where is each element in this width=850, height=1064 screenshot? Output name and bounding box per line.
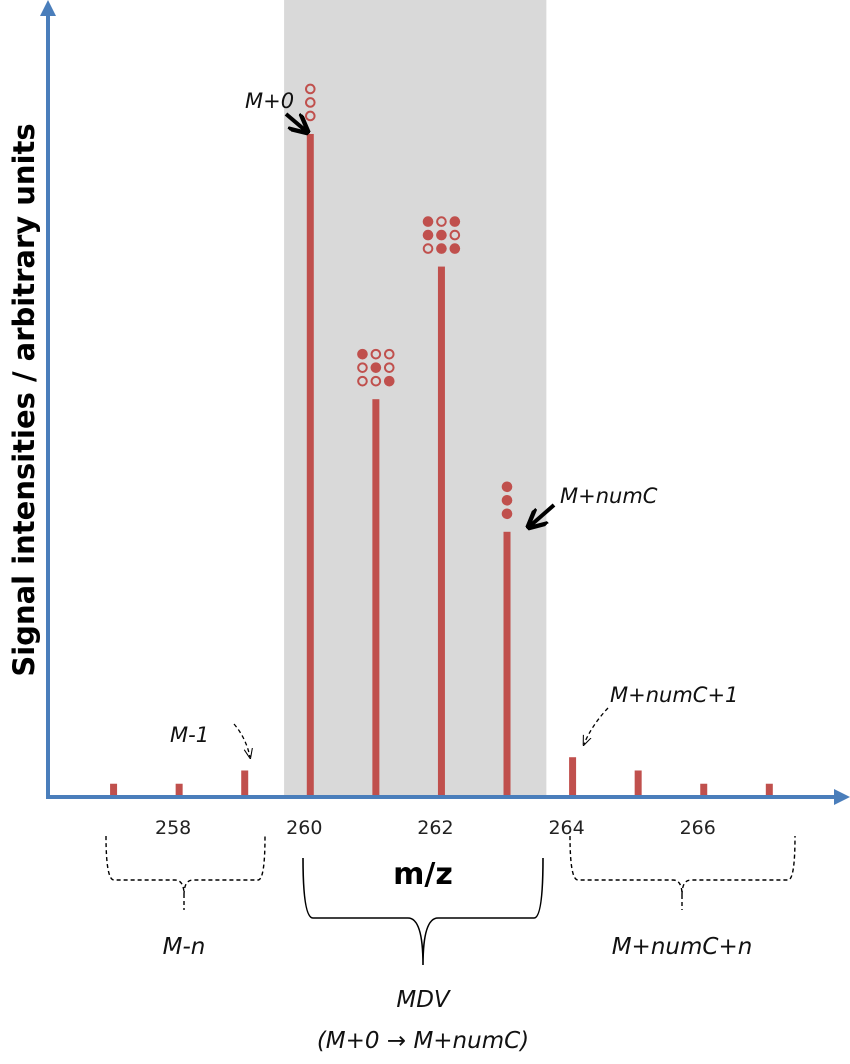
labeled-carbon-dot: [422, 216, 434, 227]
labeled-carbon-dot: [501, 481, 513, 493]
unlabeled-carbon-dot: [383, 362, 395, 373]
mdv-shaded-region: [284, 0, 547, 797]
unlabeled-carbon-dot: [357, 362, 368, 373]
label-mdv: MDV: [396, 987, 452, 1013]
labeled-carbon-dot: [370, 362, 382, 373]
labeled-carbon-dot: [501, 508, 513, 520]
m-minus-1-arrow: [233, 723, 250, 757]
m-minus-n-brace: [105, 835, 266, 910]
x-tick-label: 266: [680, 817, 716, 839]
peak-bar-261: [372, 399, 380, 797]
unlabeled-carbon-dot: [370, 375, 382, 387]
labeled-carbon-dot: [357, 348, 368, 360]
m0-arrow: [284, 112, 306, 131]
x-tick-label: 262: [417, 817, 453, 839]
y-axis-label: Signal intensities / arbitrary units: [7, 123, 41, 676]
unlabeled-carbon-dot: [370, 348, 382, 360]
x-tick-label: 258: [155, 817, 191, 839]
label-mdv-range: (M+0 → M+numC): [317, 1028, 529, 1054]
unlabeled-carbon-dot: [304, 97, 316, 108]
labeled-carbon-dot: [436, 229, 447, 241]
unlabeled-carbon-dot: [357, 375, 368, 387]
peak-bar-265: [634, 770, 642, 797]
labeled-carbon-dot: [383, 375, 395, 387]
peak-bar-263: [503, 531, 511, 797]
peak-bar-260: [306, 133, 314, 797]
peak-bar-258: [175, 783, 183, 797]
x-tick-label: 260: [286, 817, 322, 839]
label-mnumc: M+numC: [560, 484, 658, 508]
peak-bar-259: [241, 770, 249, 797]
labeled-carbon-dot: [449, 243, 461, 254]
peak-bar-266: [700, 783, 708, 797]
label-m-minus-1: M-1: [170, 723, 209, 747]
mnumc-arrow: [530, 503, 556, 526]
unlabeled-carbon-dot: [383, 348, 395, 360]
mnumc-plus-1-arrow: [584, 707, 609, 744]
x-tick-label: 264: [548, 817, 584, 839]
label-m0: M+0: [245, 89, 294, 113]
unlabeled-carbon-dot: [304, 83, 316, 95]
mnumc-plus-n-brace: [569, 835, 796, 910]
labeled-carbon-dot: [422, 229, 434, 241]
label-m-minus-n: M-n: [163, 934, 206, 960]
mdv-brace: [302, 857, 544, 966]
labeled-carbon-dot: [436, 243, 447, 254]
peak-bar-267: [765, 783, 773, 797]
labeled-carbon-dot: [501, 494, 513, 506]
unlabeled-carbon-dot: [422, 243, 434, 254]
peak-bar-257: [110, 783, 118, 797]
label-mnumc-plus-1: M+numC+1: [610, 683, 738, 707]
x-axis-label: m/z: [393, 857, 453, 892]
label-mnumc-plus-n: M+numC+n: [612, 934, 753, 960]
labeled-carbon-dot: [449, 216, 461, 227]
peak-bar-262: [437, 266, 445, 797]
unlabeled-carbon-dot: [449, 229, 461, 241]
peak-bar-264: [569, 757, 577, 797]
unlabeled-carbon-dot: [436, 216, 447, 227]
